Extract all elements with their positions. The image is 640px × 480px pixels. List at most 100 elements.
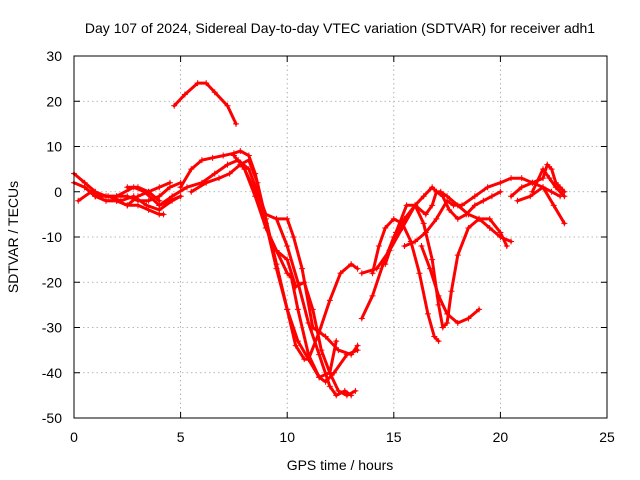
data-point [348, 261, 355, 268]
data-point [429, 202, 436, 209]
data-point [540, 184, 547, 191]
series-line [383, 203, 509, 329]
data-point [130, 193, 137, 200]
data-point [335, 387, 342, 394]
series-16 [358, 184, 504, 277]
data-point [465, 224, 472, 231]
data-point [550, 202, 557, 209]
data-point [273, 265, 280, 272]
data-point [401, 243, 408, 250]
data-point [92, 193, 99, 200]
data-point [529, 188, 536, 195]
data-point [194, 80, 201, 87]
data-point [420, 193, 427, 200]
data-point [209, 154, 216, 161]
data-point [503, 243, 510, 250]
data-point [237, 148, 244, 155]
data-point [177, 193, 184, 200]
data-point [294, 306, 301, 313]
data-point [548, 166, 555, 173]
series-15 [382, 202, 510, 331]
data-point [476, 306, 483, 313]
data-point [454, 319, 461, 326]
data-point [386, 247, 393, 254]
data-point [444, 319, 451, 326]
series-12 [273, 215, 361, 358]
data-point [335, 347, 342, 354]
data-point [326, 383, 333, 390]
data-point [188, 188, 195, 195]
data-point [382, 224, 389, 231]
data-point [183, 184, 190, 191]
series-20 [514, 184, 568, 227]
data-point [343, 392, 350, 399]
data-point [454, 215, 461, 222]
data-point [305, 351, 312, 358]
data-point [382, 261, 389, 268]
data-point [422, 211, 429, 218]
data-point [348, 351, 355, 358]
data-point [514, 197, 521, 204]
data-point [220, 152, 227, 159]
data-point [486, 215, 493, 222]
data-point [284, 306, 291, 313]
data-point [241, 166, 248, 173]
data-point [435, 338, 442, 345]
x-tick-label: 0 [70, 429, 78, 445]
data-point [326, 369, 333, 376]
data-point [145, 197, 152, 204]
data-point [508, 175, 515, 182]
data-point [471, 202, 478, 209]
y-axis-label: SDTVAR / TECUs [5, 181, 21, 293]
data-point [552, 184, 559, 191]
data-point [439, 324, 446, 331]
series-17 [401, 175, 564, 250]
series-line [371, 217, 441, 343]
data-point [352, 387, 359, 394]
data-point [399, 224, 406, 231]
data-point [124, 184, 131, 191]
data-point [134, 184, 141, 191]
data-point [497, 188, 504, 195]
data-point [375, 243, 382, 250]
series-19 [508, 161, 568, 200]
y-tick-label: -30 [42, 320, 62, 336]
x-tick-label: 20 [493, 429, 509, 445]
data-point [416, 270, 423, 277]
data-point [211, 89, 218, 96]
data-point [403, 202, 410, 209]
data-point [252, 193, 259, 200]
data-point [373, 265, 380, 272]
data-point [203, 80, 210, 87]
data-point [497, 179, 504, 186]
data-point [211, 170, 218, 177]
data-point [188, 166, 195, 173]
data-point [392, 229, 399, 236]
data-point [546, 175, 553, 182]
data-point [160, 211, 167, 218]
data-point [488, 193, 495, 200]
data-point [337, 270, 344, 277]
data-point [284, 256, 291, 263]
x-tick-label: 5 [177, 429, 185, 445]
data-point [198, 157, 205, 164]
data-point [81, 184, 88, 191]
series-21 [529, 166, 568, 200]
data-point [508, 238, 515, 245]
data-point [166, 179, 173, 186]
data-point [486, 224, 493, 231]
data-point [224, 161, 231, 168]
data-point [518, 184, 525, 191]
data-point [448, 288, 455, 295]
data-point [102, 197, 109, 204]
x-tick-label: 15 [386, 429, 402, 445]
chart-title: Day 107 of 2024, Sidereal Day-to-day VTE… [85, 20, 595, 36]
data-point [245, 157, 252, 164]
data-point [292, 342, 299, 349]
data-point [433, 188, 440, 195]
data-point [454, 252, 461, 259]
data-point [544, 161, 551, 168]
data-point [429, 184, 436, 191]
data-point [418, 243, 425, 250]
